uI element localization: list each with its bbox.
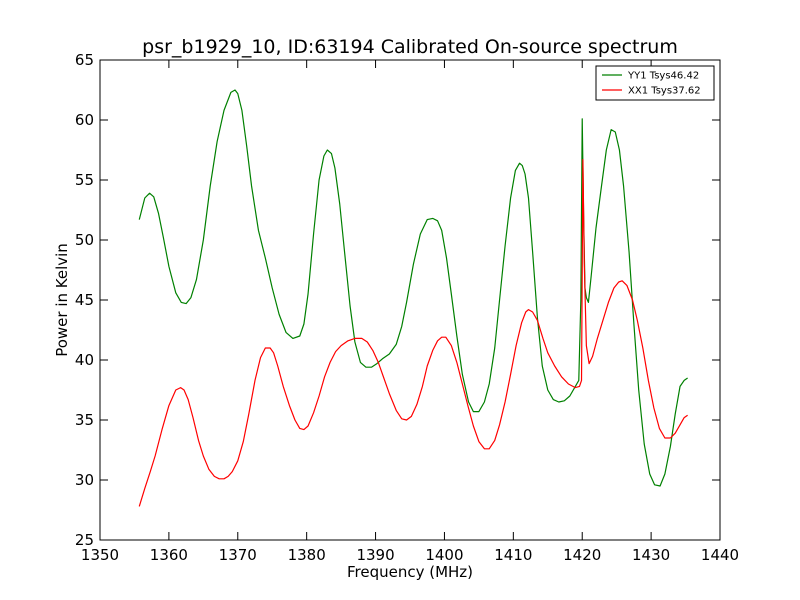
y-tick-label: 40: [75, 351, 94, 369]
x-tick-label: 1370: [219, 546, 257, 564]
x-tick-label: 1400: [425, 546, 463, 564]
series-line-1: [138, 89, 688, 487]
y-tick-label: 60: [75, 111, 94, 129]
x-axis-label: Frequency (MHz): [347, 563, 473, 581]
legend-box: [595, 65, 715, 101]
y-tick-label: 35: [75, 411, 94, 429]
x-tick-label: 1420: [563, 546, 601, 564]
x-tick-label: 1380: [288, 546, 326, 564]
x-tick-label: 1430: [632, 546, 670, 564]
y-tick-label: 30: [75, 471, 94, 489]
x-tick-label: 1440: [701, 546, 739, 564]
x-tick-label: 1390: [356, 546, 394, 564]
ticks-layer: 1350 1360 1370 1380 1390 1400 1410 1420 1430 1440…: [75, 51, 739, 564]
y-tick-label: 45: [75, 291, 94, 309]
x-tick-label: 1410: [494, 546, 532, 564]
x-tick-label: 1350: [81, 546, 119, 564]
y-tick-label: 25: [75, 531, 94, 549]
series-layer: [138, 89, 688, 507]
y-tick-label: 65: [75, 51, 94, 69]
legend-label-1: YY1 Tsys46.42: [627, 71, 699, 82]
y-tick-label: 50: [75, 231, 94, 249]
series-line-2: [138, 159, 688, 507]
x-tick-label: 1360: [150, 546, 188, 564]
legend: YY1 Tsys46.42 XX1 Tsys37.62: [595, 65, 715, 101]
legend-label-2: XX1 Tsys37.62: [628, 86, 701, 97]
y-axis-label: Power in Kelvin: [53, 243, 71, 357]
chart-title: psr_b1929_10, ID:63194 Calibrated On-sou…: [142, 36, 678, 58]
plot-frame: [99, 59, 721, 541]
y-tick-label: 55: [75, 171, 94, 189]
